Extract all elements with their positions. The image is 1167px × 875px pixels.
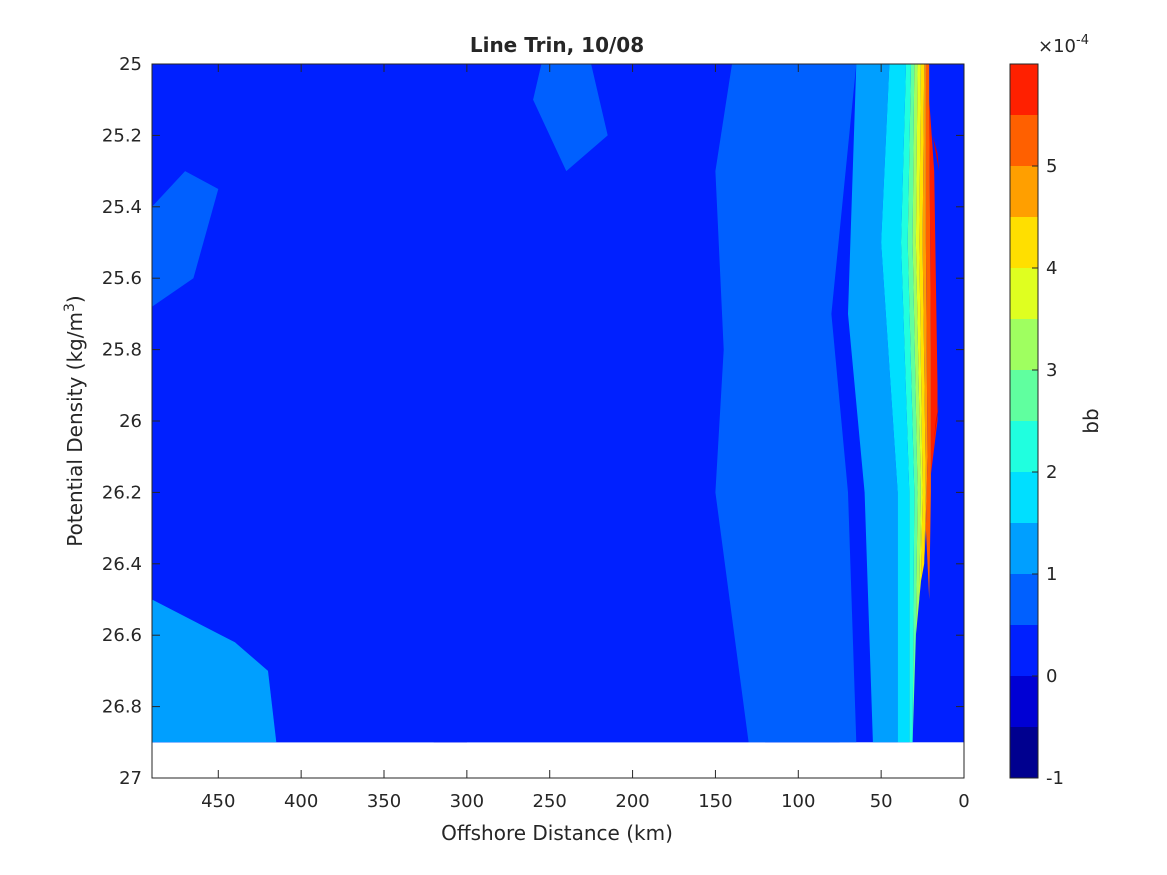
contour-band-17 bbox=[929, 99, 938, 475]
y-tick-label: 26.4 bbox=[102, 554, 142, 575]
x-axis-ticks: 450 400 350 300 250 200 150 100 50 0 bbox=[201, 64, 970, 812]
x-tick-label: 200 bbox=[615, 791, 649, 812]
colorbar-tick-label: -1 bbox=[1046, 768, 1064, 789]
contour-band-12 bbox=[912, 64, 921, 636]
contour-band-8 bbox=[831, 64, 898, 743]
colorbar-segment bbox=[1010, 268, 1038, 319]
y-tick-label: 25.6 bbox=[102, 268, 142, 289]
y-axis-label-superscript: 3 bbox=[62, 303, 78, 312]
colorbar-tick-label: 4 bbox=[1046, 258, 1057, 279]
colorbar bbox=[1010, 64, 1038, 778]
chart-title: Line Trin, 10/08 bbox=[470, 33, 644, 57]
contour-band-4 bbox=[715, 64, 857, 743]
x-tick-label: 450 bbox=[201, 791, 235, 812]
x-tick-label: 350 bbox=[367, 791, 401, 812]
x-tick-label: 0 bbox=[958, 791, 969, 812]
colorbar-multiplier: ×10-4 bbox=[1038, 33, 1089, 57]
colorbar-segment bbox=[1010, 472, 1038, 523]
colorbar-tick-label: 0 bbox=[1046, 666, 1057, 687]
contour-band-6 bbox=[533, 64, 608, 172]
colorbar-segment bbox=[1010, 727, 1038, 778]
y-tick-label: 26.2 bbox=[102, 482, 142, 503]
plot-frame bbox=[151, 63, 965, 779]
x-tick-label: 100 bbox=[781, 791, 815, 812]
colorbar-multiplier-base: ×10 bbox=[1038, 36, 1076, 57]
colorbar-tick-label: 5 bbox=[1046, 156, 1057, 177]
colorbar-segment bbox=[1010, 625, 1038, 676]
y-tick-label: 25.4 bbox=[102, 197, 142, 218]
x-tick-label: 50 bbox=[870, 791, 893, 812]
contour-band-10 bbox=[901, 64, 915, 743]
y-tick-label: 26 bbox=[119, 411, 142, 432]
colorbar-tick-label: 1 bbox=[1046, 564, 1057, 585]
contour-band-5 bbox=[152, 171, 219, 307]
x-axis-label: Offshore Distance (km) bbox=[441, 821, 673, 845]
contour-band-9 bbox=[881, 64, 910, 743]
colorbar-segment bbox=[1010, 574, 1038, 625]
y-tick-label: 26.8 bbox=[102, 697, 142, 718]
y-tick-label: 25.2 bbox=[102, 125, 142, 146]
colorbar-tick-label: 3 bbox=[1046, 360, 1057, 381]
contour-band-14 bbox=[919, 64, 926, 582]
colorbar-ticks: -1 0 1 2 3 4 5 bbox=[1032, 156, 1064, 789]
colorbar-segment bbox=[1010, 64, 1038, 115]
colorbar-segment bbox=[1010, 319, 1038, 370]
colorbar-segment bbox=[1010, 115, 1038, 166]
x-tick-label: 300 bbox=[450, 791, 484, 812]
colorbar-segment bbox=[1010, 523, 1038, 574]
y-tick-label: 25 bbox=[119, 54, 142, 75]
contour-band-16 bbox=[925, 64, 931, 600]
y-axis-ticks: 25 25.2 25.4 25.6 25.8 26 26.2 26.4 26.6 26.8 27 bbox=[102, 54, 964, 789]
x-tick-label: 150 bbox=[698, 791, 732, 812]
x-tick-label: 250 bbox=[533, 791, 567, 812]
contour-band-2 bbox=[152, 64, 749, 743]
y-tick-label: 26.6 bbox=[102, 625, 142, 646]
colorbar-segment bbox=[1010, 676, 1038, 727]
colorbar-segment bbox=[1010, 166, 1038, 217]
y-tick-label: 25.8 bbox=[102, 340, 142, 361]
colorbar-label: bb bbox=[1079, 408, 1103, 433]
colorbar-frame bbox=[1009, 63, 1039, 779]
colorbar-segment bbox=[1010, 421, 1038, 472]
contour-band-7 bbox=[152, 599, 277, 743]
colorbar-segment bbox=[1010, 217, 1038, 268]
contour-band-18 bbox=[932, 135, 940, 172]
colorbar-tick-label: 2 bbox=[1046, 462, 1057, 483]
y-axis-label-close: ) bbox=[63, 295, 87, 303]
colorbar-segment bbox=[1010, 370, 1038, 421]
colorbar-multiplier-exponent: -4 bbox=[1076, 33, 1089, 48]
y-axis-label: Potential Density (kg/m3) bbox=[62, 295, 87, 546]
y-tick-label: 27 bbox=[119, 768, 142, 789]
contour-band-11 bbox=[907, 64, 918, 743]
contour-bands bbox=[152, 64, 964, 743]
y-axis-label-main: Potential Density (kg/m bbox=[63, 312, 87, 547]
x-tick-label: 400 bbox=[284, 791, 318, 812]
contour-band-13 bbox=[915, 64, 923, 600]
contour-band-15 bbox=[922, 64, 928, 564]
